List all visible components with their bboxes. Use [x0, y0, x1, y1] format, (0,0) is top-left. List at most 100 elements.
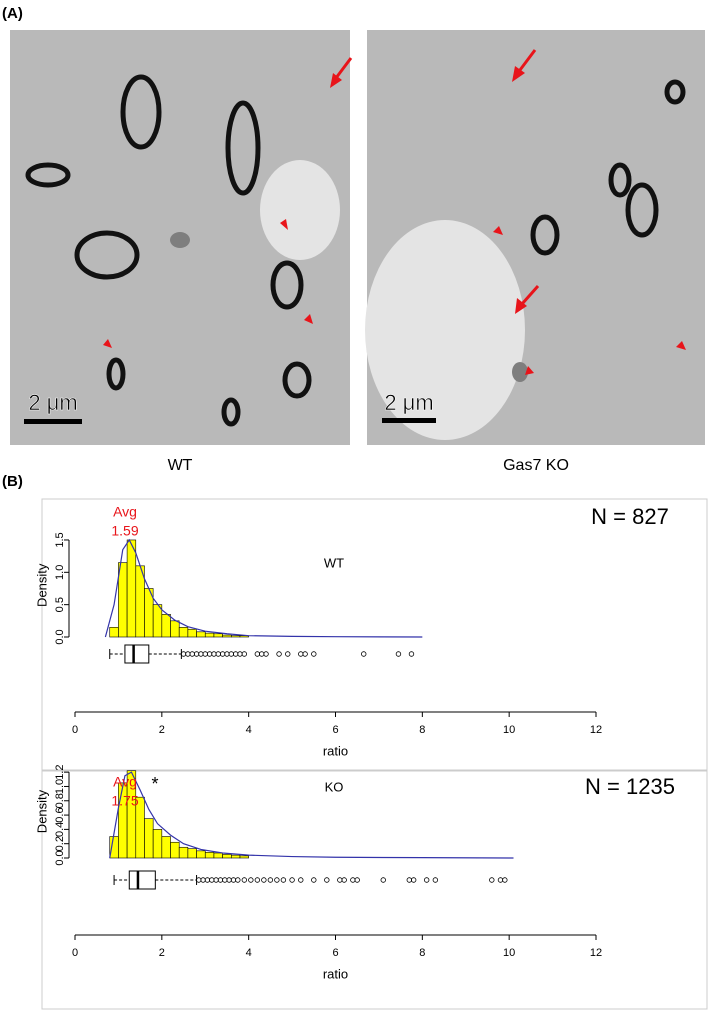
- x-tick-label: 8: [419, 947, 425, 959]
- outlier: [276, 651, 282, 657]
- outlier: [261, 877, 267, 883]
- outlier: [189, 651, 195, 657]
- outlier: [406, 877, 413, 883]
- outlier: [230, 877, 237, 883]
- outlier: [311, 877, 317, 883]
- outlier: [193, 651, 200, 657]
- chart-title: KO: [325, 779, 344, 794]
- outlier: [248, 877, 254, 883]
- outlier: [215, 651, 221, 657]
- y-tick-label: 0.8: [54, 793, 66, 808]
- outlier: [254, 651, 261, 657]
- outlier: [354, 877, 360, 883]
- outlier: [202, 651, 208, 657]
- outlier: [324, 877, 330, 883]
- y-tick-label: 1.0: [54, 779, 66, 794]
- x-tick-label: 6: [332, 724, 338, 736]
- y-tick-label: 0.2: [54, 836, 66, 851]
- avg-label: Avg: [113, 504, 137, 520]
- histogram-bar: [178, 626, 189, 638]
- avg-label: Avg: [113, 774, 137, 790]
- outlier: [432, 877, 439, 883]
- y-tick-label: 1.5: [54, 532, 66, 547]
- x-tick-label: 4: [246, 947, 252, 959]
- outlier: [350, 877, 356, 883]
- histogram-bar: [126, 539, 137, 638]
- outlier: [237, 651, 243, 657]
- outlier: [235, 877, 241, 883]
- scale-bar-label: 2 μm: [28, 390, 77, 415]
- significance: *: [151, 774, 158, 794]
- avg-value: 1.59: [111, 523, 138, 539]
- histogram-bar: [222, 634, 232, 638]
- y-tick-label: 1.0: [54, 565, 66, 580]
- x-tick-label: 12: [590, 947, 602, 959]
- outlier: [200, 877, 206, 883]
- outlier: [337, 877, 343, 883]
- x-tick-label: 12: [590, 724, 602, 736]
- outlier: [285, 651, 291, 657]
- outlier: [380, 877, 386, 883]
- em-image: 2 μm: [10, 30, 353, 445]
- histogram-bar: [170, 841, 180, 859]
- outlier: [311, 651, 317, 657]
- histogram-bar: [231, 854, 241, 859]
- box: [128, 870, 156, 890]
- box: [124, 644, 150, 664]
- histogram-bar: [170, 620, 180, 638]
- outlier: [423, 877, 430, 883]
- outlier: [410, 877, 417, 883]
- panel-label: (B): [2, 473, 23, 490]
- histogram-bar: [187, 628, 197, 638]
- histogram-bar: [187, 848, 197, 859]
- x-axis-label: ratio: [323, 743, 348, 758]
- outlier: [241, 877, 248, 883]
- outlier: [263, 651, 269, 657]
- x-tick-label: 0: [72, 947, 78, 959]
- outlier: [274, 877, 280, 883]
- panel-frame: [41, 770, 708, 1010]
- scale-bar-label: 2 μm: [384, 390, 433, 415]
- histogram-bar: [161, 836, 171, 859]
- image-caption: WT: [168, 457, 193, 474]
- panel-label: (A): [2, 5, 23, 22]
- histogram-bar: [231, 635, 241, 638]
- x-tick-label: 10: [503, 724, 515, 736]
- outlier: [395, 651, 402, 657]
- n-label: N = 827: [591, 504, 669, 529]
- density-line: [104, 538, 423, 638]
- outlier: [258, 651, 265, 657]
- x-tick-label: 10: [503, 947, 515, 959]
- outlier: [219, 651, 226, 657]
- outlier: [222, 877, 228, 883]
- x-tick-label: 2: [159, 724, 165, 736]
- histogram-bar: [161, 614, 171, 638]
- histogram-bar: [109, 626, 119, 638]
- outlier: [228, 651, 234, 657]
- outlier: [196, 877, 202, 883]
- chart-title: WT: [324, 555, 344, 570]
- histogram-bar: [144, 818, 154, 859]
- histogram-bar: [196, 631, 206, 638]
- outlier: [298, 651, 304, 657]
- y-tick-label: 0.5: [54, 597, 66, 612]
- outlier: [224, 651, 230, 657]
- y-tick-label: 0.6: [54, 807, 66, 822]
- outlier: [198, 651, 204, 657]
- y-axis-label: Density: [34, 563, 49, 607]
- y-tick-label: 1.2: [54, 765, 66, 780]
- panel-frame: [41, 498, 708, 771]
- outlier: [217, 877, 224, 883]
- outlier: [180, 651, 187, 657]
- y-tick-label: 0.0: [54, 629, 66, 644]
- outlier: [489, 877, 495, 883]
- y-tick-label: 0.4: [54, 822, 66, 837]
- y-axis-label: Density: [34, 789, 49, 833]
- x-axis-label: ratio: [323, 966, 348, 981]
- outlier: [267, 877, 274, 883]
- outlier: [289, 877, 295, 883]
- outlier: [408, 651, 415, 657]
- em-image: 2 μm: [365, 30, 705, 445]
- x-tick-label: 0: [72, 724, 78, 736]
